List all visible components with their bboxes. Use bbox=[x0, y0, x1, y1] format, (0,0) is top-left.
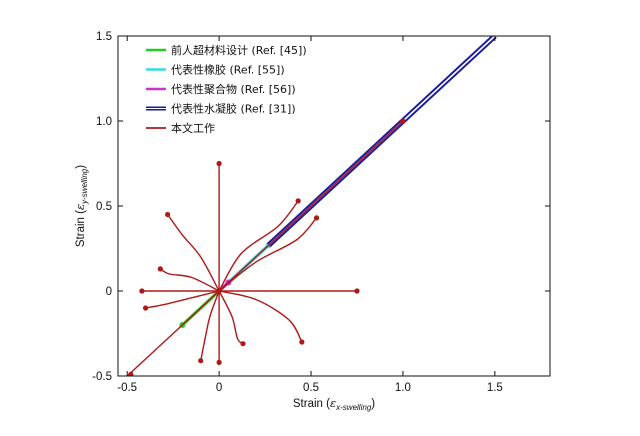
y-tick-label-1: 0 bbox=[106, 286, 112, 298]
legend-item-2: 代表性聚合物 (Ref. [56]) bbox=[146, 82, 296, 96]
series-4-point-8 bbox=[157, 266, 163, 272]
legend-item-0: 前人超材料设计 (Ref. [45]) bbox=[146, 43, 307, 57]
series-4 bbox=[126, 118, 406, 376]
x-tick-label-2: 0.5 bbox=[303, 382, 319, 394]
series-4-point-4 bbox=[216, 359, 222, 365]
legend-item-3: 代表性水凝胶 (Ref. [31]) bbox=[146, 102, 296, 116]
legend-label-4: 本文工作 bbox=[171, 121, 215, 135]
x-tick-label-4: 1.5 bbox=[487, 382, 503, 394]
y-tick-label-0: -0.5 bbox=[92, 371, 112, 383]
axis-title-main: Strain ( bbox=[75, 210, 87, 247]
axis-title-subscript: x-swelling bbox=[335, 403, 372, 412]
legend: 前人超材料设计 (Ref. [45]) 代表性橡胶 (Ref. [55]) 代表性聚… bbox=[146, 43, 307, 135]
series-4-point-0 bbox=[400, 118, 406, 124]
x-tick-label-1: 0 bbox=[216, 382, 222, 394]
series-4-curve-8 bbox=[166, 213, 220, 292]
series-4-point-1 bbox=[354, 288, 360, 294]
legend-item-4: 本文工作 bbox=[146, 121, 215, 135]
series-4-curve-13 bbox=[218, 290, 303, 343]
series-4-point-14 bbox=[216, 288, 222, 294]
series-4-curve-12 bbox=[218, 290, 244, 345]
legend-label-3: 代表性水凝胶 (Ref. [31]) bbox=[171, 102, 296, 116]
series-4-point-5 bbox=[295, 198, 301, 204]
series-4-point-11 bbox=[240, 341, 246, 347]
series-4-curve-11 bbox=[200, 290, 220, 362]
legend-item-1: 代表性橡胶 (Ref. [55]) bbox=[146, 63, 285, 77]
legend-label-2: 代表性聚合物 (Ref. [56]) bbox=[171, 82, 296, 96]
legend-label-0: 前人超材料设计 (Ref. [45]) bbox=[171, 43, 307, 57]
series-4-curve-10 bbox=[144, 290, 220, 309]
x-axis-title: Strain (εx-swelling) bbox=[293, 396, 375, 412]
axis-title-symbol: ε bbox=[73, 204, 87, 210]
x-tick-label-3: 1.0 bbox=[395, 382, 411, 394]
series-4-point-12 bbox=[299, 339, 305, 345]
series-4-point-10 bbox=[198, 358, 204, 364]
y-axis-title: Strain (εy-swelling) bbox=[73, 165, 89, 247]
axis-title-symbol: ε bbox=[330, 396, 336, 410]
axis-title-main: Strain ( bbox=[293, 398, 330, 410]
axis-title-subscript: y-swelling bbox=[80, 168, 89, 205]
series-4-curve-7 bbox=[218, 217, 318, 292]
series-4-point-6 bbox=[313, 215, 320, 221]
series-4-point-13 bbox=[128, 371, 134, 376]
series-4-curve-0 bbox=[126, 290, 220, 376]
axes-frame: -0.5 0 0.5 1.0 1.5 -0.5 0 0.5 1.0 1.5 bbox=[92, 31, 551, 394]
legend-label-1: 代表性橡胶 (Ref. [55]) bbox=[171, 63, 285, 77]
series-4-curve-6 bbox=[218, 200, 299, 292]
y-tick-label-4: 1.5 bbox=[96, 31, 112, 43]
series-4-curve-9 bbox=[159, 268, 220, 292]
series-4-point-3 bbox=[216, 160, 222, 167]
axis-title-close: ) bbox=[371, 398, 375, 410]
series-4-point-7 bbox=[165, 211, 171, 218]
series-4-curve-1 bbox=[218, 120, 404, 292]
series-4-point-2 bbox=[139, 288, 145, 294]
x-tick-label-0: -0.5 bbox=[117, 382, 137, 394]
plot-layer bbox=[126, 36, 497, 376]
series-4-point-9 bbox=[142, 305, 149, 311]
y-tick-label-2: 0.5 bbox=[96, 201, 112, 213]
axis-title-close: ) bbox=[75, 165, 87, 169]
y-tick-label-3: 1.0 bbox=[96, 116, 112, 128]
